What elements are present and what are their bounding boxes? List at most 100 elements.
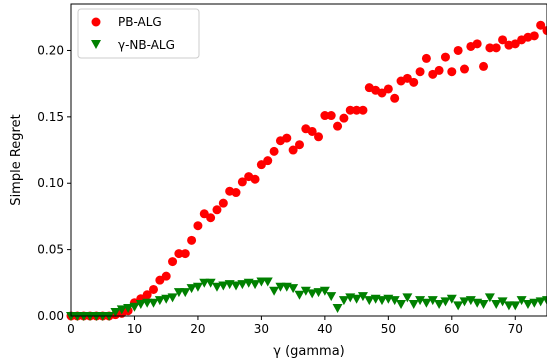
data-point xyxy=(522,300,533,310)
data-point xyxy=(167,293,178,303)
y-tick-label: 0.10 xyxy=(37,176,64,190)
legend-marker-pb-alg xyxy=(91,17,101,27)
data-point xyxy=(161,271,171,281)
data-point xyxy=(447,67,457,77)
data-point xyxy=(110,308,121,318)
data-point xyxy=(269,286,280,296)
data-point xyxy=(536,20,546,30)
data-point xyxy=(294,140,304,150)
data-point xyxy=(237,177,247,187)
data-point xyxy=(440,297,451,307)
data-point xyxy=(123,304,134,314)
data-point xyxy=(269,146,279,156)
data-point xyxy=(415,296,426,306)
data-point xyxy=(479,61,489,71)
data-point xyxy=(332,304,343,314)
x-tick-label: 20 xyxy=(190,322,205,336)
data-point xyxy=(446,294,457,304)
data-point xyxy=(288,145,298,155)
data-point xyxy=(231,188,241,198)
data-point xyxy=(206,213,216,223)
data-point xyxy=(263,156,273,166)
data-point xyxy=(383,84,393,94)
data-point xyxy=(282,133,292,143)
data-point xyxy=(415,67,425,77)
data-point xyxy=(149,284,159,294)
data-point xyxy=(148,298,159,308)
legend-label-nb-alg: γ-NB-ALG xyxy=(118,38,175,52)
x-tick-label: 0 xyxy=(67,322,75,336)
data-point xyxy=(485,43,495,53)
data-point xyxy=(187,235,197,245)
data-point xyxy=(205,278,216,288)
data-point xyxy=(434,65,444,75)
data-point xyxy=(542,26,547,36)
data-point xyxy=(478,300,489,310)
data-point xyxy=(491,43,501,53)
data-point xyxy=(421,298,432,308)
y-tick-label: 0.20 xyxy=(37,43,64,57)
data-point xyxy=(376,296,387,306)
data-point xyxy=(529,31,539,41)
data-point xyxy=(427,296,438,306)
data-point xyxy=(211,282,222,292)
data-point xyxy=(491,300,502,310)
legend: PB-ALG γ-NB-ALG xyxy=(77,8,200,59)
data-point xyxy=(408,300,419,310)
data-point xyxy=(288,284,299,294)
x-tick-label: 30 xyxy=(254,322,269,336)
data-point xyxy=(319,286,330,296)
data-point xyxy=(453,301,464,311)
data-point xyxy=(409,77,419,87)
data-point xyxy=(333,121,343,131)
x-axis-label: γ (gamma) xyxy=(273,344,344,359)
data-point xyxy=(231,281,242,291)
data-point xyxy=(307,289,318,299)
data-point xyxy=(510,301,521,311)
data-point xyxy=(256,277,267,287)
y-tick-label: 0.00 xyxy=(37,309,64,323)
data-point xyxy=(154,296,165,306)
data-point xyxy=(516,296,527,306)
plot-area xyxy=(66,20,547,321)
data-point xyxy=(199,278,210,288)
data-point xyxy=(180,288,191,298)
data-point xyxy=(142,298,153,308)
data-point xyxy=(535,297,546,307)
y-tick-label: 0.15 xyxy=(37,110,64,124)
data-point xyxy=(186,284,197,294)
data-point xyxy=(180,249,190,259)
data-point xyxy=(320,111,330,121)
data-point xyxy=(250,174,260,184)
data-point xyxy=(484,293,495,303)
data-point xyxy=(142,290,152,300)
data-point xyxy=(453,45,463,55)
data-point xyxy=(434,300,445,310)
data-point xyxy=(218,281,229,291)
data-point xyxy=(339,113,349,123)
data-point xyxy=(503,301,514,311)
data-point xyxy=(161,294,172,304)
data-point xyxy=(237,280,248,290)
data-point xyxy=(459,297,470,307)
data-point xyxy=(262,277,273,287)
data-point xyxy=(472,39,482,49)
series-nb-alg xyxy=(66,277,547,321)
data-point xyxy=(497,297,508,307)
x-tick-label: 60 xyxy=(444,322,459,336)
data-point xyxy=(459,64,469,74)
data-point xyxy=(300,286,311,296)
data-point xyxy=(135,300,146,310)
data-point xyxy=(250,280,261,290)
data-point xyxy=(326,111,336,121)
data-point xyxy=(465,296,476,306)
data-point xyxy=(313,288,324,298)
data-point xyxy=(173,288,184,298)
data-point xyxy=(402,293,413,303)
data-point xyxy=(218,198,228,208)
x-axis-ticks: 0 10 20 30 40 50 60 70 xyxy=(67,316,523,336)
data-point xyxy=(338,296,349,306)
data-point xyxy=(542,296,547,306)
data-point xyxy=(396,300,407,310)
